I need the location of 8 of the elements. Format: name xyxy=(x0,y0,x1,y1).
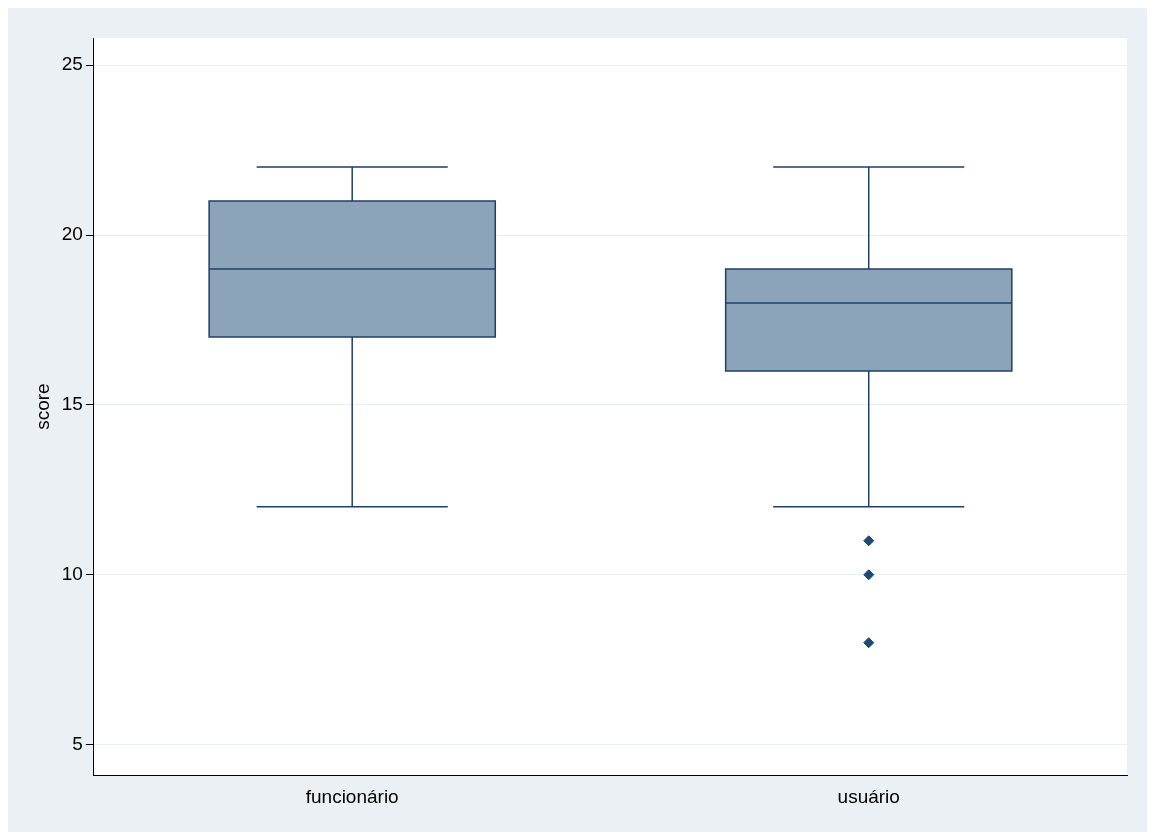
y-tick-label: 10 xyxy=(61,563,83,584)
y-tick-label: 5 xyxy=(72,732,83,754)
y-tick-label: 25 xyxy=(61,53,83,75)
x-tick-label: usuário xyxy=(837,785,900,807)
y-tick-label: 15 xyxy=(61,393,83,415)
y-tick-label: 20 xyxy=(61,223,83,245)
x-tick-label: funcionário xyxy=(305,785,399,807)
y-axis-title: score xyxy=(31,383,53,430)
